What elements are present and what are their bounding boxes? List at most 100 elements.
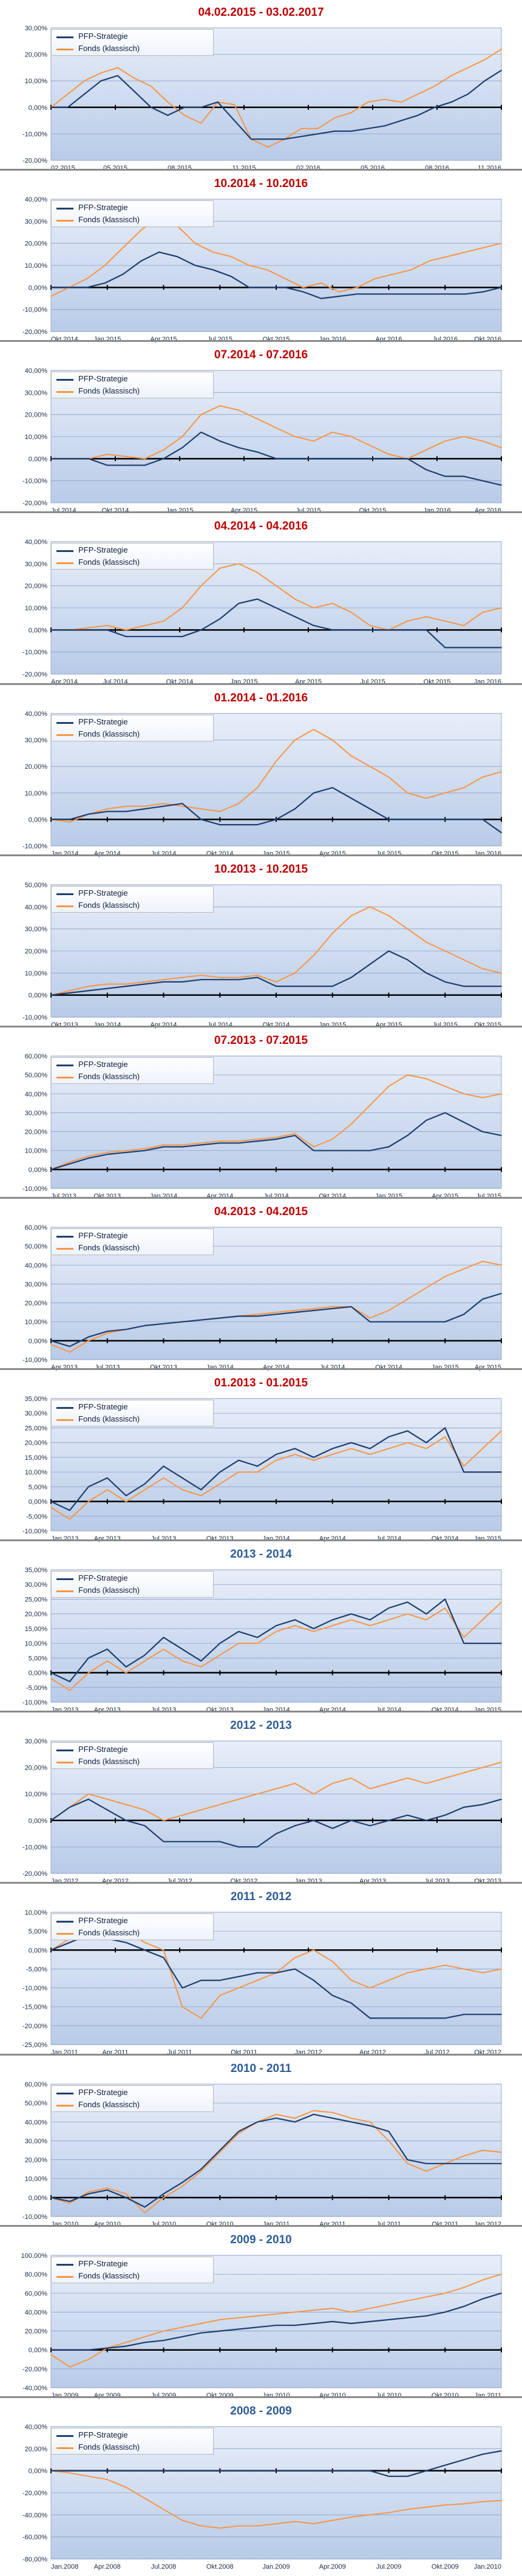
data-point: [200, 2017, 202, 2019]
legend-label: Fonds (klassisch): [78, 557, 140, 567]
y-tick-label: 20,00%: [25, 412, 48, 419]
data-point: [444, 621, 446, 622]
data-point: [313, 955, 314, 956]
data-point: [464, 251, 466, 253]
data-point: [283, 138, 285, 140]
data-point: [444, 981, 446, 983]
data-point: [276, 1788, 277, 1790]
data-point: [50, 1507, 52, 1508]
data-point: [87, 2349, 89, 2351]
data-point: [320, 298, 322, 299]
y-tick-label: 20,00%: [25, 1611, 48, 1618]
data-point: [238, 2525, 240, 2527]
data-point: [463, 1465, 465, 1467]
legend-swatch: [56, 2263, 73, 2266]
data-point: [313, 2523, 314, 2524]
data-point: [163, 1323, 164, 1324]
data-point: [50, 106, 52, 108]
y-tick-label: 20,00%: [25, 1765, 48, 1772]
data-point: [501, 48, 502, 50]
data-point: [313, 2309, 314, 2311]
data-point: [276, 1833, 277, 1835]
data-point: [388, 1321, 390, 1323]
y-tick-label: 15,00%: [25, 1626, 48, 1633]
y-tick-label: 40,00%: [25, 539, 48, 546]
data-point: [401, 101, 402, 103]
data-point: [313, 1459, 314, 1461]
data-point: [425, 2506, 427, 2508]
data-point: [294, 2311, 296, 2313]
data-point: [482, 985, 483, 987]
data-point: [106, 987, 108, 989]
data-point: [407, 1442, 408, 1443]
data-point: [407, 959, 408, 961]
data-point: [181, 1321, 183, 1323]
data-point: [501, 2151, 502, 2153]
data-point: [125, 1672, 127, 1674]
data-point: [463, 2162, 465, 2164]
data-point: [444, 819, 446, 820]
line-chart: -10,00% -5,00% 0,00% 5,00% 10,00% 15,00% 20,00…: [22, 1567, 502, 1714]
data-point: [183, 106, 185, 108]
data-point: [463, 985, 465, 987]
data-point: [212, 251, 214, 253]
y-tick-label: 60,00%: [25, 1054, 48, 1060]
data-point: [482, 612, 483, 613]
data-point: [200, 2322, 202, 2324]
chart-panel: 2008 - 2009 -80,00% -60,00% -40,00% -20,00% 0…: [0, 2399, 522, 2571]
data-point: [501, 485, 502, 486]
data-point: [407, 819, 408, 820]
data-point: [163, 1637, 164, 1638]
data-point: [350, 2322, 352, 2324]
data-point: [482, 2453, 483, 2455]
data-point: [350, 112, 352, 114]
data-point: [388, 2130, 390, 2132]
data-point: [407, 2317, 408, 2319]
x-tick-label: Jan.2009: [262, 2563, 290, 2571]
data-point: [140, 260, 142, 262]
y-tick-label: -20,00%: [22, 500, 47, 507]
y-tick-label: -40,00%: [22, 2512, 47, 2519]
data-point: [125, 2193, 127, 2195]
data-point: [331, 458, 333, 460]
data-point: [425, 469, 427, 471]
data-point: [219, 1142, 221, 1143]
data-point: [388, 454, 390, 455]
data-point: [257, 2315, 258, 2317]
data-point: [350, 458, 352, 460]
data-point: [84, 94, 85, 95]
data-point: [248, 265, 250, 267]
legend-label: Fonds (klassisch): [78, 729, 140, 738]
data-point: [106, 1809, 108, 1811]
data-point: [350, 1619, 352, 1621]
data-point: [163, 1957, 164, 1959]
data-point: [501, 2273, 502, 2275]
data-point: [144, 1150, 146, 1151]
data-point: [350, 2121, 352, 2122]
data-point: [238, 563, 240, 565]
legend-swatch: [56, 1064, 73, 1066]
data-point: [181, 2520, 183, 2521]
chart-title: 2010 - 2011: [230, 2062, 292, 2075]
data-point: [331, 1961, 333, 1963]
data-point: [257, 1140, 258, 1142]
data-point: [200, 414, 202, 415]
data-point: [181, 2185, 183, 2187]
data-point: [350, 1306, 352, 1307]
data-point: [106, 1153, 108, 1155]
data-point: [313, 1793, 314, 1795]
data-point: [219, 1841, 221, 1842]
data-point: [375, 293, 376, 295]
data-point: [407, 1601, 408, 1603]
data-point: [313, 2110, 314, 2111]
data-point: [444, 1275, 446, 1277]
legend-label: PFP-Strategie: [78, 203, 128, 213]
y-tick-label: 50,00%: [25, 1243, 48, 1250]
data-point: [313, 1630, 314, 1632]
y-tick-label: 0,00%: [29, 1167, 47, 1174]
data-point: [200, 1660, 202, 1662]
data-point: [388, 1619, 390, 1621]
data-point: [300, 135, 302, 137]
data-point: [484, 80, 486, 82]
data-point: [331, 739, 333, 741]
